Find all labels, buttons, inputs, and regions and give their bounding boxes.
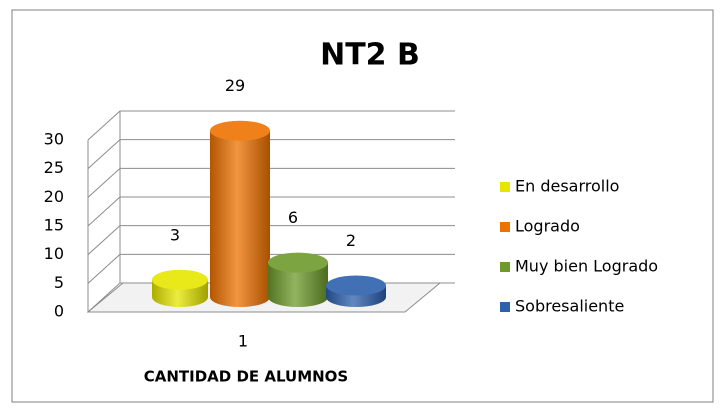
y-tick-label: 5 (54, 273, 64, 292)
bar-body (210, 130, 270, 307)
y-tick-label: 10 (44, 244, 64, 263)
data-label: 3 (170, 225, 180, 244)
x-tick-label: 1 (238, 332, 248, 351)
y-tick-label: 0 (54, 302, 64, 321)
y-tick-label: 30 (44, 130, 64, 149)
bar-top (210, 120, 270, 141)
legend-label: Logrado (515, 217, 580, 236)
legend-swatch (500, 262, 510, 272)
y-tick-label: 20 (44, 187, 64, 206)
data-label: 2 (346, 231, 356, 250)
x-axis-label: CANTIDAD DE ALUMNOS (144, 368, 349, 386)
legend-swatch (500, 302, 510, 312)
y-tick-label: 25 (44, 158, 64, 177)
legend-swatch (500, 182, 510, 192)
bar (152, 269, 208, 307)
bar (326, 275, 386, 307)
legend-label: En desarrollo (515, 177, 619, 196)
bar (268, 252, 328, 307)
bar-top (152, 269, 208, 290)
bar-top (268, 252, 328, 273)
data-label: 29 (225, 76, 245, 95)
legend-label: Sobresaliente (515, 297, 624, 316)
bar-body (268, 262, 328, 307)
bar-top (326, 275, 386, 296)
legend-label: Muy bien Logrado (515, 257, 658, 276)
chart-border (11, 9, 714, 403)
legend-swatch (500, 222, 510, 232)
y-tick-label: 15 (44, 216, 64, 235)
chart-title: NT2 B (320, 38, 420, 73)
data-label: 6 (288, 208, 298, 227)
bar (210, 120, 270, 307)
